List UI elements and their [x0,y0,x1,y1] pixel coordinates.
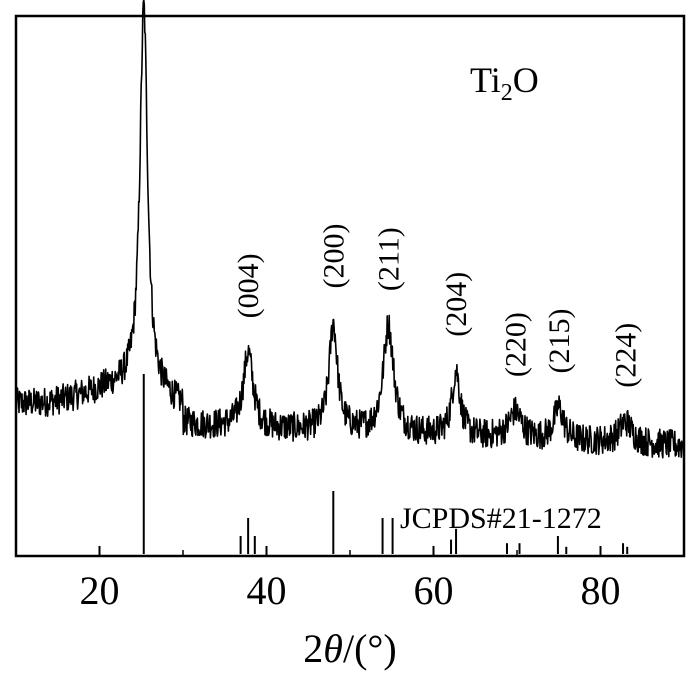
x-axis-ticks: 20 40 60 80 [80,546,621,613]
peak-label: (215) [543,309,576,374]
sample-label-subscript: 2 [501,80,513,106]
xrd-pattern-line [15,0,685,459]
peak-labels: (101)(004)(200)(211)(204)(220)(215)(224) [232,224,643,388]
sample-label-main: Ti [470,60,501,100]
reference-card-label: JCPDS#21-1272 [400,502,602,535]
reference-lines [142,374,629,554]
x-tick-label: 60 [414,568,454,613]
sample-label: Ti2O [470,60,539,106]
x-tick-label: 80 [581,568,621,613]
peak-label: (224) [610,323,643,388]
x-tick-label: 20 [80,568,120,613]
x-axis-title: 2θ/(°) [303,626,396,671]
peak-label: (004) [232,253,265,318]
x-axis-title-suffix: /(°) [343,626,397,671]
peak-label: (200) [317,224,350,289]
x-tick-label: 40 [247,568,287,613]
peak-label: (220) [499,312,532,377]
peak-label: (211) [372,227,405,291]
x-axis-title-prefix: 2 [303,626,323,671]
peak-label: (204) [440,272,473,337]
sample-label-end: O [513,60,539,100]
x-axis-title-theta: θ [323,626,343,671]
